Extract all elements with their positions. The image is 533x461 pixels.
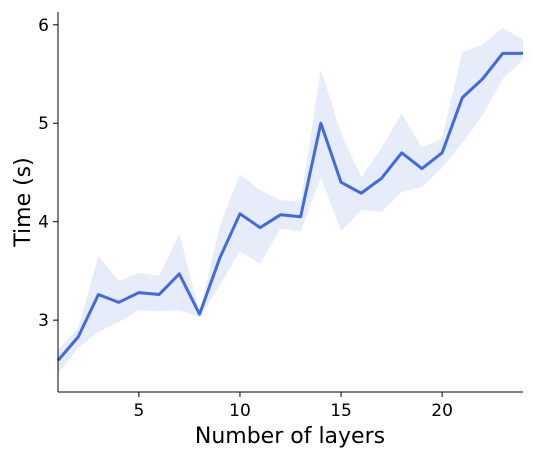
y-tick-label: 3 [38, 311, 49, 331]
confidence-band [58, 27, 523, 375]
x-tick-label: 15 [330, 401, 352, 421]
x-tick-label: 5 [133, 401, 144, 421]
x-axis-label: Number of layers [195, 424, 385, 449]
y-tick-label: 6 [38, 16, 49, 36]
line [56, 51, 523, 362]
y-tick-label: 5 [38, 114, 49, 134]
y-tick-label: 4 [38, 213, 49, 233]
x-tick-label: 10 [229, 401, 251, 421]
x-tick-label: 20 [431, 401, 453, 421]
y-axis-label: Time (s) [11, 157, 36, 247]
